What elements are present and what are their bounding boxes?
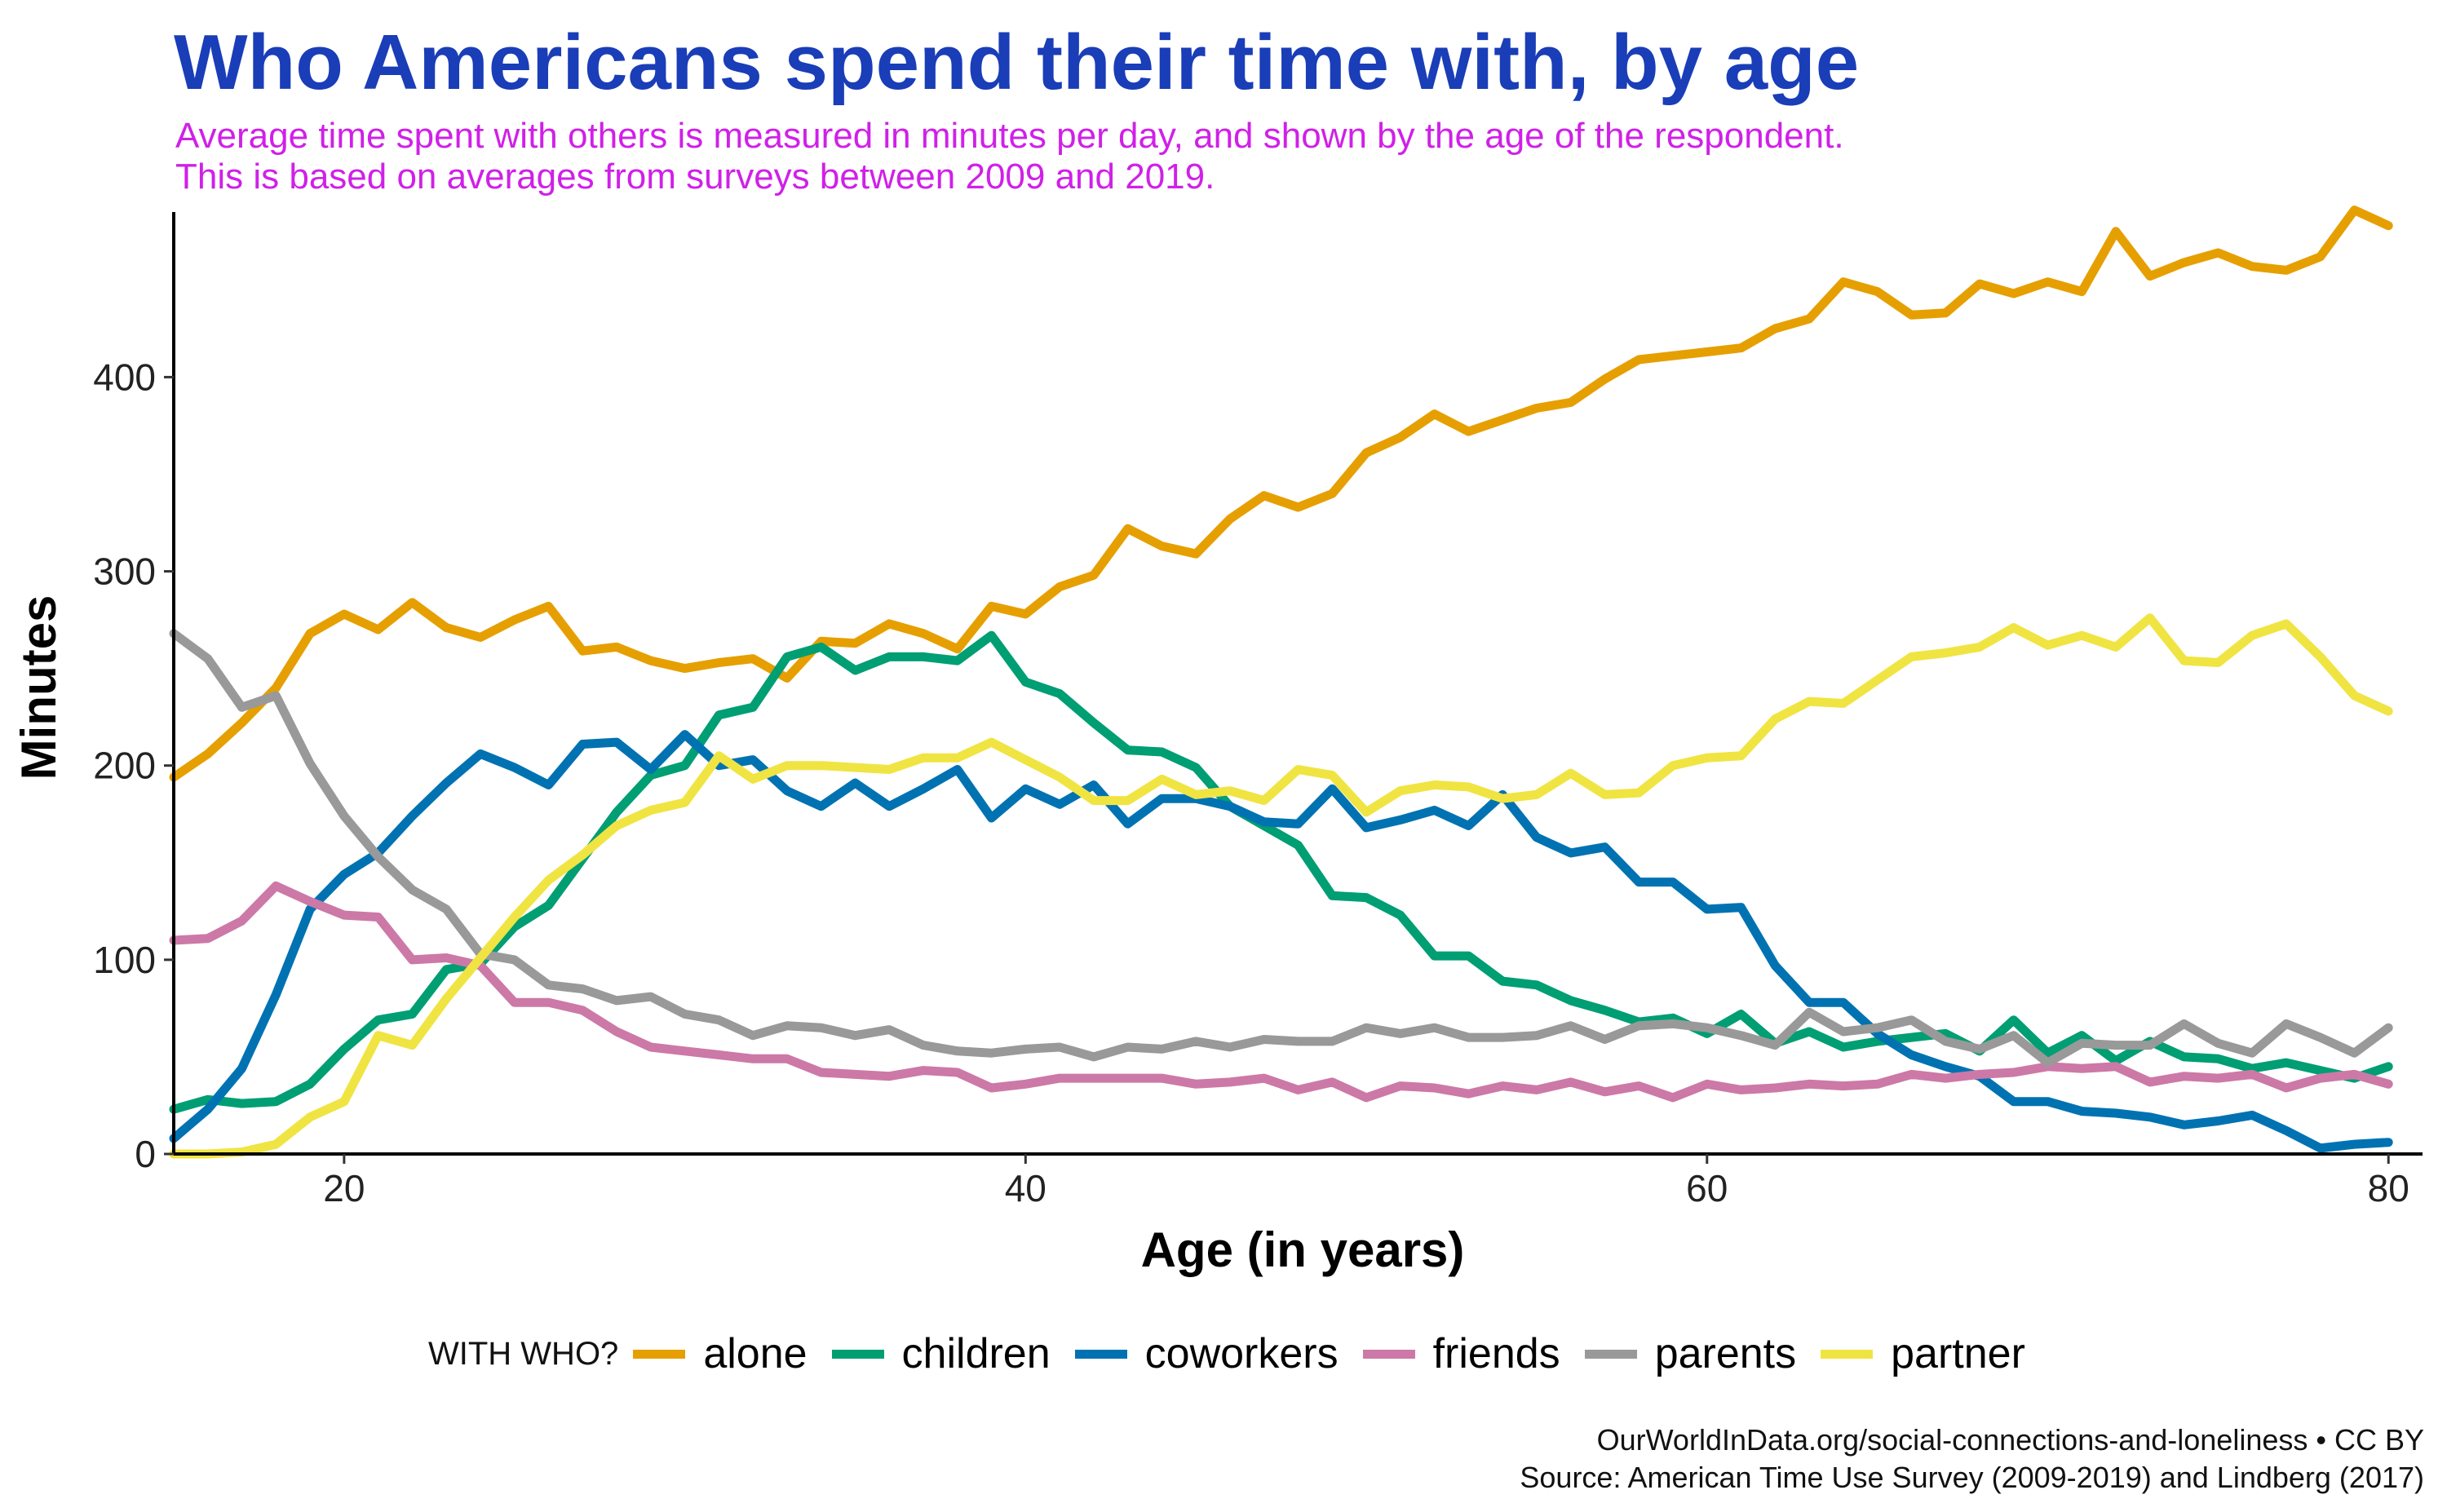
legend-item-children: children xyxy=(831,1329,1051,1378)
series-line-partner xyxy=(169,613,2393,1159)
series-lines xyxy=(169,206,2393,1159)
legend-label: coworkers xyxy=(1144,1330,1339,1377)
x-tick-label: 80 xyxy=(2368,1167,2409,1209)
x-tick-label: 60 xyxy=(1686,1167,1728,1209)
y-tick-label: 400 xyxy=(93,356,156,398)
subtitle-line-1: Average time spent with others is measur… xyxy=(175,116,1844,156)
series-line-parents xyxy=(169,629,2393,1068)
y-tick-label: 100 xyxy=(93,939,156,981)
caption-source: Source: American Time Use Survey (2009-2… xyxy=(1520,1461,2424,1494)
legend-swatch xyxy=(831,1349,884,1359)
x-tick-label: 20 xyxy=(323,1167,365,1209)
axes: 0 100 200 300 400 20 40 60 80 xyxy=(93,212,2423,1209)
legend-swatch xyxy=(1074,1349,1127,1359)
series-line-friends xyxy=(169,881,2393,1103)
legend-swatch xyxy=(1821,1349,1874,1359)
legend-label: alone xyxy=(703,1330,808,1377)
y-axis-title: Minutes xyxy=(11,595,66,780)
caption-url: OurWorldInData.org/social-connections-an… xyxy=(1596,1423,2424,1457)
y-tick-label: 300 xyxy=(93,550,156,593)
x-tick-label: 40 xyxy=(1005,1167,1047,1209)
legend-label: parents xyxy=(1654,1330,1797,1377)
chart-subtitle: Average time spent with others is measur… xyxy=(175,116,1844,197)
legend-items: alone children coworkers friends parents part… xyxy=(633,1329,2050,1378)
legend-swatch xyxy=(1584,1349,1637,1359)
series-line-coworkers xyxy=(169,730,2393,1153)
legend-item-alone: alone xyxy=(633,1329,808,1378)
x-axis-title: Age (in years) xyxy=(1141,1222,1465,1277)
legend-label: friends xyxy=(1432,1330,1560,1377)
subtitle-line-2: This is based on averages from surveys b… xyxy=(175,157,1215,197)
legend-label: partner xyxy=(1891,1330,2025,1377)
legend-item-coworkers: coworkers xyxy=(1074,1329,1339,1378)
y-tick-label: 0 xyxy=(135,1133,156,1175)
series-line-children xyxy=(169,630,2393,1114)
legend-item-parents: parents xyxy=(1584,1329,1797,1378)
chart-title: Who Americans spend their time with, by … xyxy=(174,19,1860,106)
legend-label: children xyxy=(901,1330,1051,1377)
y-tick-label: 200 xyxy=(93,745,156,787)
legend-swatch xyxy=(633,1349,686,1359)
series-line-alone xyxy=(169,206,2393,782)
legend-item-friends: friends xyxy=(1362,1329,1560,1378)
legend: WITH WHO? alone children coworkers friends p… xyxy=(428,1329,2050,1378)
source-caption: OurWorldInData.org/social-connections-an… xyxy=(1520,1421,2424,1497)
legend-item-partner: partner xyxy=(1821,1329,2025,1378)
legend-title: WITH WHO? xyxy=(428,1335,619,1372)
legend-swatch xyxy=(1362,1349,1415,1359)
